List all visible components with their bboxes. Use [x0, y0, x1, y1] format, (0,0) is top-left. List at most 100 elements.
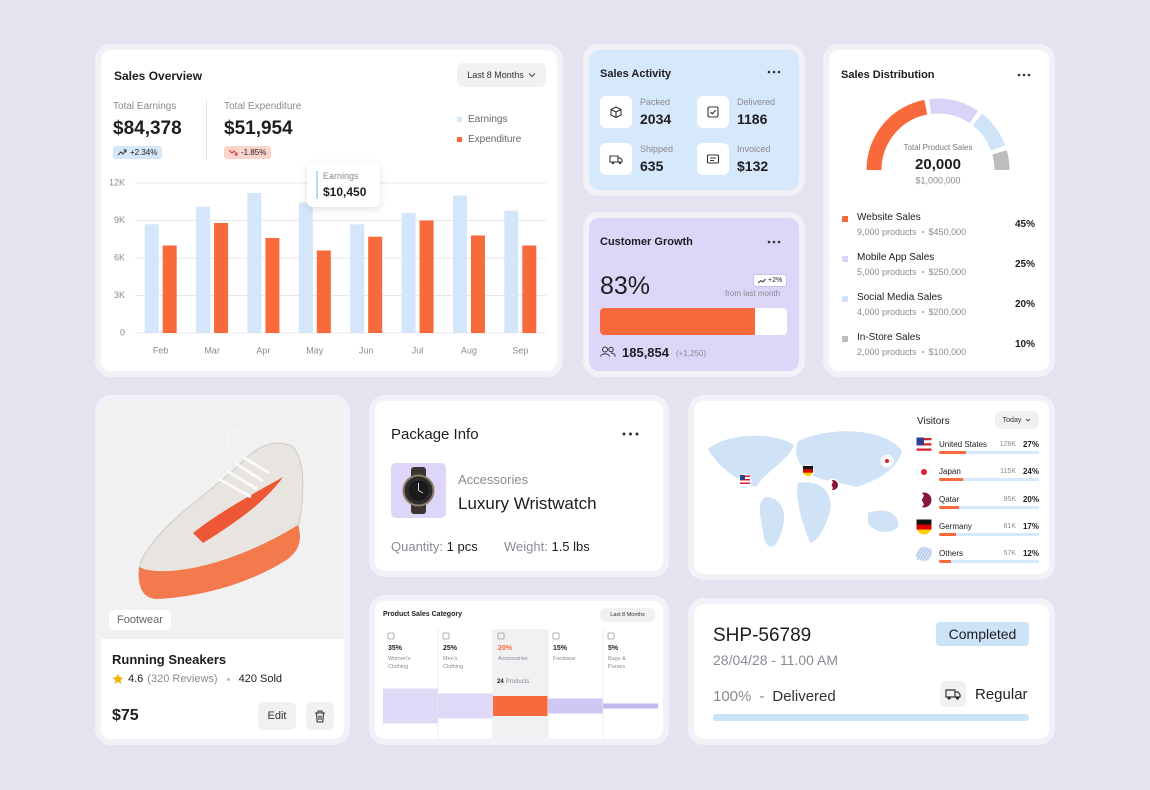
trash-icon-part: [315, 709, 325, 723]
channel-amount: $200,000: [928, 307, 967, 317]
period-label: Last 8 Months: [610, 612, 645, 618]
legend-label: Earnings: [468, 114, 508, 125]
channel-name: Website Sales: [857, 212, 921, 223]
trend-icon: [229, 149, 238, 156]
quantity-value: 1 pcs: [446, 539, 478, 554]
country-name: Qatar: [939, 494, 960, 504]
card-title: Visitors: [917, 416, 950, 427]
trend-icon-part: [118, 149, 127, 156]
y-tick-label: 9K: [114, 215, 125, 225]
change-badge: -1.85%: [224, 146, 272, 159]
sneaker-illustration-part: [138, 525, 300, 599]
more-button-part: [1022, 73, 1026, 77]
flag-canton: [740, 475, 745, 480]
activity-icon-part: [618, 161, 622, 165]
channel-detail: 9,000 products $450,000: [857, 227, 966, 237]
tooltip-value: $10,450: [323, 185, 367, 199]
world-map: [708, 431, 902, 547]
gauge-value: $1,000,000: [915, 175, 960, 185]
tooltip: Earnings $10,450: [307, 163, 380, 207]
country-flag: [916, 437, 932, 453]
channel-name: In-Store Sales: [857, 332, 921, 343]
weight: Weight: 1.5 lbs: [504, 539, 590, 554]
icon: [497, 632, 505, 640]
activity-label: Shipped: [640, 144, 674, 154]
x-tick-label: Mar: [204, 345, 220, 355]
customer-change: (+1,250): [676, 349, 707, 358]
column-highlight: [493, 629, 548, 739]
more-button[interactable]: [622, 432, 639, 436]
detail-label: 24 Products: [497, 679, 529, 685]
world-map-part: [760, 497, 785, 547]
x-tick-label: Aug: [461, 345, 477, 355]
share-fill: [939, 505, 959, 509]
product-count: 4,000 products: [857, 307, 917, 317]
activity-icon-box: [600, 96, 632, 128]
progress-value: 100%: [713, 688, 752, 705]
share-track: [939, 505, 1039, 509]
growth-value: 83%: [600, 272, 651, 300]
activity-label: Delivered: [737, 97, 776, 107]
product-thumbnail: [391, 463, 446, 518]
channel-share: 10%: [1014, 339, 1035, 350]
bar: [452, 195, 467, 333]
flag-stripe: [916, 448, 932, 451]
more-button[interactable]: [767, 70, 781, 74]
activity-value: 2034: [640, 111, 672, 127]
status-badge: Completed: [936, 622, 1029, 646]
flag-dot: [885, 459, 889, 463]
users-icon: [600, 346, 616, 357]
share-fill: [939, 451, 966, 454]
delete-button[interactable]: [306, 702, 334, 730]
chevron: [1025, 418, 1031, 422]
gauge-segment: [992, 150, 1010, 171]
x-tick-label: Feb: [153, 345, 169, 355]
gauge-segment: [972, 113, 1006, 151]
bar: [504, 210, 519, 333]
legend-swatch: [842, 256, 848, 262]
country-share: 24%: [1022, 467, 1039, 477]
bar: [401, 213, 416, 333]
truck-icon: [945, 689, 961, 700]
channel-detail: 5,000 products $250,000: [857, 267, 966, 277]
trend-icon: [118, 149, 127, 156]
star-icon-part: [112, 673, 124, 684]
edit-button[interactable]: Edit: [258, 702, 296, 730]
more-button-part: [635, 432, 639, 436]
flag-band: [828, 480, 833, 490]
sneaker-illustration: [138, 428, 304, 599]
bar: [522, 245, 537, 333]
activity-label: Packed: [640, 97, 671, 107]
more-button-part: [777, 70, 781, 74]
x-tick-label: May: [306, 345, 324, 355]
y-tick-label: 12K: [109, 177, 125, 187]
activity-icon-part: [611, 161, 615, 165]
x-tick-label: Apr: [256, 345, 270, 355]
flow-band: [493, 696, 548, 716]
period-select[interactable]: Today: [995, 411, 1039, 429]
shipment-datetime: 28/04/28 - 11.00 AM: [713, 652, 839, 668]
trend-icon-part: [758, 278, 766, 283]
rating: 4.6: [128, 673, 144, 685]
period-select[interactable]: Last 8 Months: [600, 608, 655, 622]
y-tick-label: 0: [120, 327, 125, 337]
bar: [144, 224, 159, 333]
flag-stripe: [925, 550, 932, 561]
world-map-part: [797, 482, 831, 543]
bar: [368, 236, 383, 333]
more-button[interactable]: [1017, 73, 1031, 77]
channel-name: Social Media Sales: [857, 292, 943, 303]
card-title: Sales Activity: [600, 68, 672, 80]
more-button[interactable]: [767, 240, 781, 244]
activity-icon: [609, 155, 623, 165]
separator-dot: [921, 351, 924, 353]
share-fill: [939, 532, 956, 536]
country-name: Germany: [939, 521, 972, 531]
activity-icon-part: [706, 154, 720, 164]
quantity: Quantity: 1 pcs: [391, 539, 478, 554]
period-select[interactable]: Last 8 Months: [457, 63, 546, 87]
more-button-part: [767, 70, 771, 74]
x-tick-label: Sep: [512, 345, 528, 355]
world-map-part: [796, 431, 902, 487]
bar: [350, 224, 365, 333]
